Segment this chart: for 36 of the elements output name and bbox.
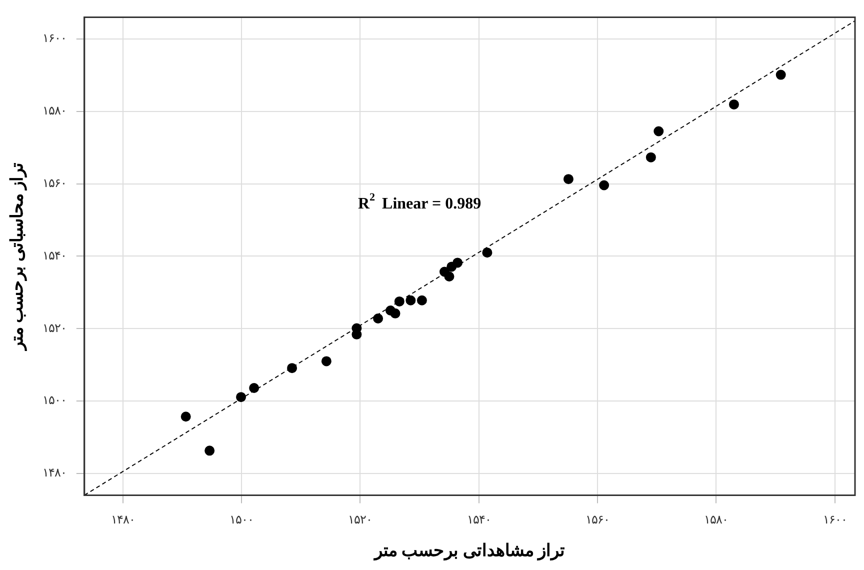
x-tick-label: ۱۴۸۰: [110, 512, 135, 527]
point: [599, 180, 610, 190]
x-axis-title: تراز مشاهداتی برحسب متر: [372, 541, 566, 562]
y-tick-label: ۱۵۴۰: [42, 248, 66, 262]
x-tick-label: ۱۵۶۰: [586, 512, 610, 527]
y-tick-label: ۱۵۰۰: [42, 393, 66, 408]
point: [452, 258, 463, 268]
point: [321, 356, 332, 366]
point: [287, 363, 298, 374]
x-tick-label: ۱۵۸۰: [704, 512, 728, 527]
point: [646, 152, 656, 162]
point: [563, 174, 574, 184]
y-tick-label: ۱۵۸۰: [42, 104, 66, 118]
point: [406, 295, 416, 306]
y-tick-label: ۱۶۰۰: [42, 31, 66, 46]
y-tick-label: ۱۵۶۰: [42, 176, 66, 190]
y-axis-title: تراز محاسباتی برحسب متر: [8, 162, 28, 352]
x-tick-label: ۱۵۰۰: [230, 512, 254, 527]
point: [390, 308, 400, 318]
x-tick-label: ۱۵۴۰: [466, 512, 491, 527]
y-tick-label: ۱۴۸۰: [42, 466, 66, 480]
point: [444, 271, 454, 282]
point: [416, 295, 427, 306]
point: [482, 248, 492, 258]
point: [654, 126, 664, 136]
point: [776, 70, 786, 80]
point: [373, 313, 384, 324]
y-tick-label: ۱۵۲۰: [42, 320, 66, 335]
point: [180, 412, 191, 422]
point: [249, 383, 260, 394]
point: [394, 296, 404, 306]
point: [728, 99, 739, 110]
point: [204, 446, 215, 456]
x-tick-label: ۱۵۲۰: [348, 512, 372, 527]
x-tick-label: ۱۶۰۰: [822, 512, 847, 527]
point: [236, 392, 246, 402]
